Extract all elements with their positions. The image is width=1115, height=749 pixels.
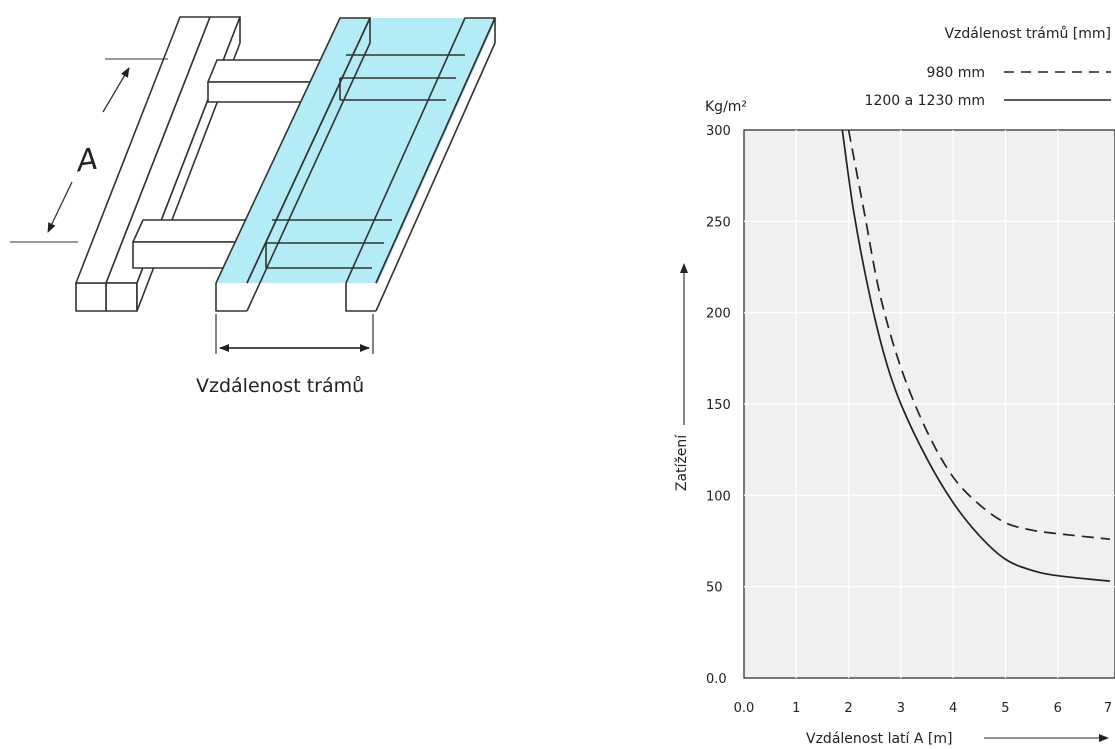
right-beam [345, 17, 496, 312]
y-tick-label: 50 [706, 581, 723, 596]
x-tick-label: 7 [1104, 701, 1112, 716]
a-dimension-arrow-up [102, 67, 130, 113]
legend: Vzdálenost trámů [mm] 980 mm 1200 a 1230… [865, 26, 1111, 109]
series-line-0 [847, 129, 1111, 541]
x-axis-label: Vzdálenost latí A [m] [806, 731, 952, 747]
middle-beam [215, 17, 371, 312]
x-tick-label: 1 [792, 701, 800, 716]
y-tick-label: 0.0 [706, 672, 727, 687]
inner-batten-upper [339, 54, 465, 101]
x-tick-label: 4 [949, 701, 957, 716]
y-tick-label: 100 [706, 489, 731, 504]
inner-batten-lower [265, 219, 392, 269]
y-unit-label: Kg/m² [705, 99, 747, 115]
y-tick-label: 250 [706, 215, 731, 230]
x-tick-label: 0.0 [734, 701, 755, 716]
diagram-caption: Vzdálenost trámů [196, 375, 364, 397]
x-tick-label: 2 [844, 701, 852, 716]
x-tick-label: 6 [1054, 701, 1062, 716]
battens-diagram [10, 16, 497, 354]
x-tick-label: 5 [1001, 701, 1009, 716]
y-tick-labels: 0.0 50 100 150 200 250 300 [706, 124, 731, 687]
x-tick-label: 3 [897, 701, 905, 716]
legend-title: Vzdálenost trámů [mm] [944, 26, 1111, 42]
y-axis-label: Zatížení [674, 434, 690, 491]
y-tick-label: 200 [706, 307, 731, 322]
a-dimension-arrow-down [47, 181, 73, 233]
load-chart: 0.0 1 2 3 4 5 6 7 0.0 50 100 150 200 250 300 Kg/m² Za… [674, 26, 1115, 747]
y-tick-label: 300 [706, 124, 731, 139]
y-tick-label: 150 [706, 398, 731, 413]
highlight-zone [216, 18, 497, 283]
legend-entry-980-label: 980 mm [927, 65, 985, 81]
legend-entry-1200-label: 1200 a 1230 mm [865, 93, 985, 109]
dimension-a-label: A [73, 142, 100, 180]
curves [841, 129, 1111, 583]
series-line-1 [841, 129, 1111, 583]
x-tick-labels: 0.0 1 2 3 4 5 6 7 [734, 701, 1112, 716]
